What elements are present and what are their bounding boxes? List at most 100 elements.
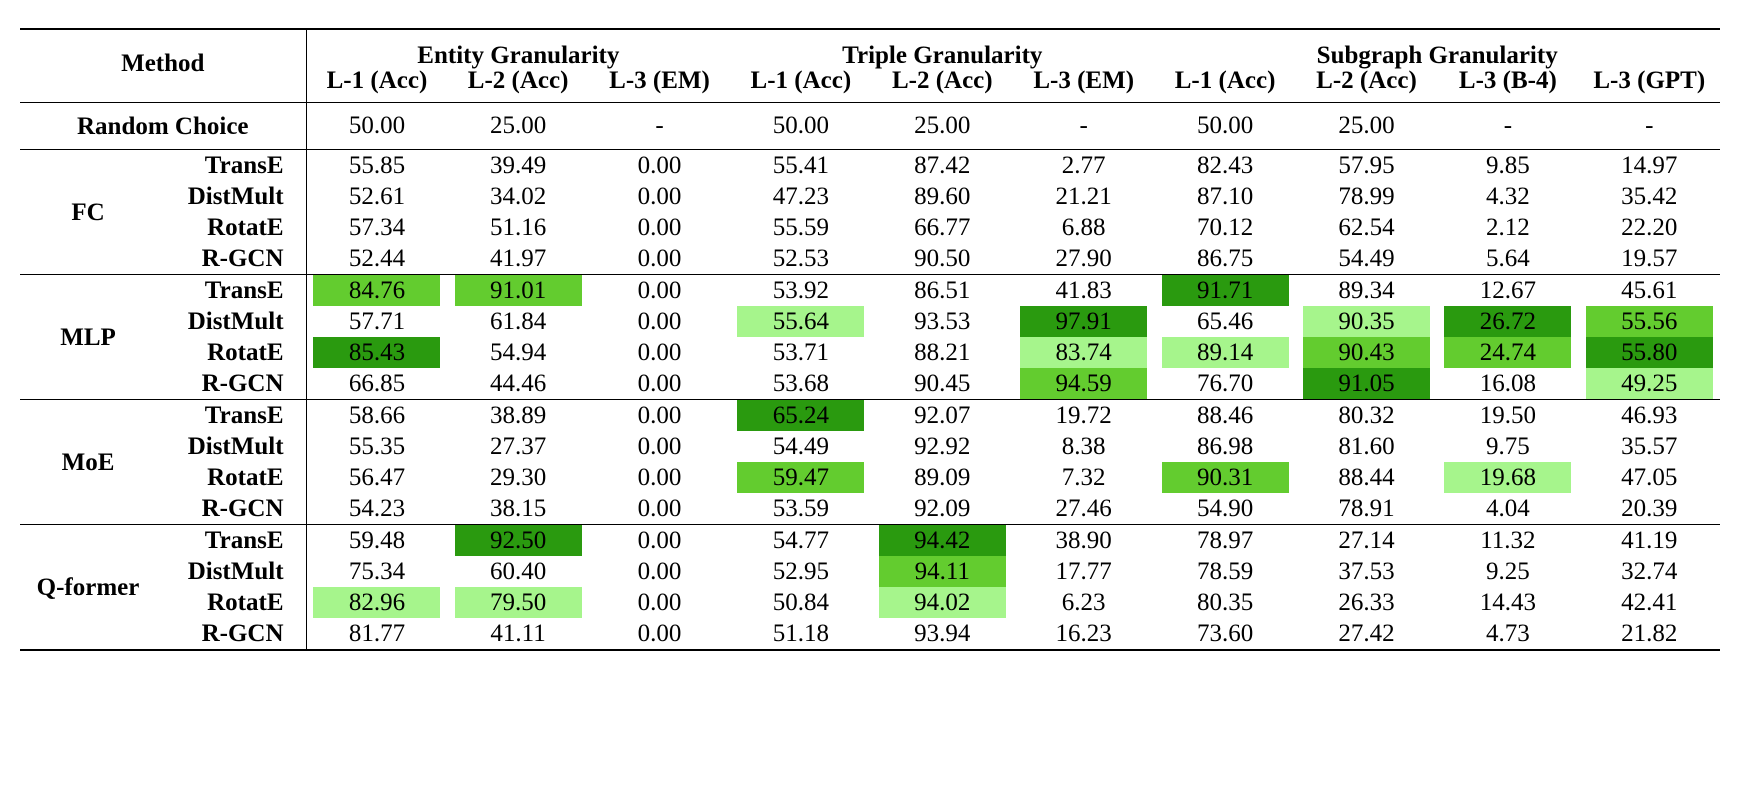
value: 88.44	[1338, 464, 1395, 491]
value-cell: 94.59	[1013, 368, 1154, 400]
value-cell: 9.75	[1437, 431, 1578, 462]
value: 25.00	[914, 112, 971, 139]
value-cell: 44.46	[447, 368, 588, 400]
value-cell: 26.33	[1296, 587, 1437, 618]
value-cell: 0.00	[589, 181, 730, 212]
model-label: DistMult	[156, 431, 307, 462]
value: 47.23	[772, 183, 829, 210]
highlighted-value: 90.35	[1302, 306, 1430, 337]
random-value-cell: -	[1013, 103, 1154, 150]
value: -	[1079, 112, 1088, 139]
value-cell: 7.32	[1013, 462, 1154, 493]
value-cell: 90.43	[1296, 337, 1437, 368]
value: 86.75	[1196, 245, 1254, 272]
value: 88.21	[914, 339, 971, 366]
value: 4.73	[1485, 620, 1530, 647]
value-cell: 47.23	[730, 181, 871, 212]
highlighted-value: 49.25	[1585, 368, 1713, 399]
value: 0.00	[637, 495, 682, 522]
value: 73.60	[1196, 620, 1254, 647]
column-header-8: L-3 (B-4)	[1458, 67, 1557, 94]
value: 55.35	[348, 433, 406, 460]
value: 0.00	[637, 214, 682, 241]
value: 8.38	[1061, 433, 1106, 460]
value-cell: 91.01	[447, 274, 589, 306]
model-label: R-GCN	[156, 618, 307, 650]
value-cell: 66.77	[872, 212, 1013, 243]
value-cell: 0.00	[589, 587, 730, 618]
value-cell: 88.21	[872, 337, 1013, 368]
value-cell: 59.48	[306, 524, 448, 556]
value: 55.59	[772, 214, 829, 241]
value-cell: 54.23	[306, 493, 447, 525]
value: 52.61	[348, 183, 406, 210]
value: 0.00	[637, 183, 682, 210]
random-value-cell: 25.00	[872, 103, 1013, 150]
value-cell: 0.00	[589, 306, 730, 337]
value-cell: 4.04	[1437, 493, 1578, 525]
value: 50.00	[772, 112, 829, 139]
table-row: FC TransE 55.85 39.49 0.00 55.41 87.42 2.77 82.4…	[20, 149, 1720, 275]
value: 54.23	[348, 495, 406, 522]
value: 89.60	[914, 183, 971, 210]
group-label: FC	[20, 149, 156, 275]
value-cell: 87.42	[871, 149, 1013, 181]
value-cell: 56.47	[306, 462, 447, 493]
highlighted-value: 55.64	[737, 306, 865, 337]
value-cell: 78.99	[1296, 181, 1437, 212]
value-cell: 65.46	[1154, 306, 1295, 337]
group-label: MLP	[20, 274, 156, 400]
value-cell: 92.92	[872, 431, 1013, 462]
value-cell: 52.53	[730, 243, 871, 275]
value-cell: 82.43	[1154, 149, 1296, 181]
model-label: RotatE	[156, 212, 307, 243]
value-cell: 78.97	[1154, 524, 1296, 556]
group-header-subgraph: Subgraph Granularity	[1316, 42, 1558, 69]
value-cell: 55.59	[730, 212, 871, 243]
value-cell: 41.19	[1578, 524, 1720, 556]
value-cell: 34.02	[447, 181, 588, 212]
highlighted-value: 91.71	[1161, 275, 1289, 306]
value-cell: 9.85	[1437, 149, 1579, 181]
value: 0.00	[637, 277, 682, 304]
value-cell: 97.91	[1013, 306, 1154, 337]
model-label: TransE	[156, 149, 307, 181]
value-cell: 52.44	[306, 243, 447, 275]
highlighted-value: 85.43	[313, 337, 441, 368]
value: 27.14	[1338, 527, 1395, 554]
value-cell: 88.46	[1154, 399, 1296, 431]
value-cell: 78.91	[1296, 493, 1437, 525]
value-cell: 90.45	[872, 368, 1013, 400]
model-label: TransE	[156, 274, 307, 306]
value-cell: 79.50	[447, 587, 588, 618]
value-cell: 19.68	[1437, 462, 1578, 493]
value: 41.83	[1055, 277, 1112, 304]
random-value-cell: 25.00	[447, 103, 588, 150]
value: 17.77	[1055, 558, 1112, 585]
value: 81.77	[348, 620, 406, 647]
highlighted-value: 97.91	[1020, 306, 1148, 337]
value: 14.97	[1621, 152, 1678, 179]
value-cell: 60.40	[447, 556, 588, 587]
value: 87.10	[1196, 183, 1254, 210]
column-header-2: L-3 (EM)	[609, 67, 710, 94]
value: 38.89	[489, 402, 547, 429]
group-label: Q-former	[20, 524, 156, 650]
value-cell: 2.12	[1437, 212, 1578, 243]
value: 61.84	[489, 308, 547, 335]
value: 46.93	[1621, 402, 1678, 429]
table-row: RotatE 85.43 54.94 0.00 53.71 88.21 83.74 89.14…	[20, 337, 1720, 368]
value-cell: 5.64	[1437, 243, 1578, 275]
value-cell: 93.94	[872, 618, 1013, 650]
random-value-cell: 50.00	[730, 103, 871, 150]
value-cell: 55.56	[1579, 306, 1720, 337]
value-cell: 65.24	[730, 399, 872, 431]
model-label: TransE	[156, 399, 307, 431]
value-cell: 54.77	[730, 524, 872, 556]
value-cell: 16.08	[1437, 368, 1578, 400]
value-cell: 27.42	[1296, 618, 1437, 650]
value-cell: 38.15	[447, 493, 588, 525]
group-label: MoE	[20, 399, 156, 525]
value: 0.00	[637, 308, 682, 335]
value: 54.49	[1338, 245, 1395, 272]
